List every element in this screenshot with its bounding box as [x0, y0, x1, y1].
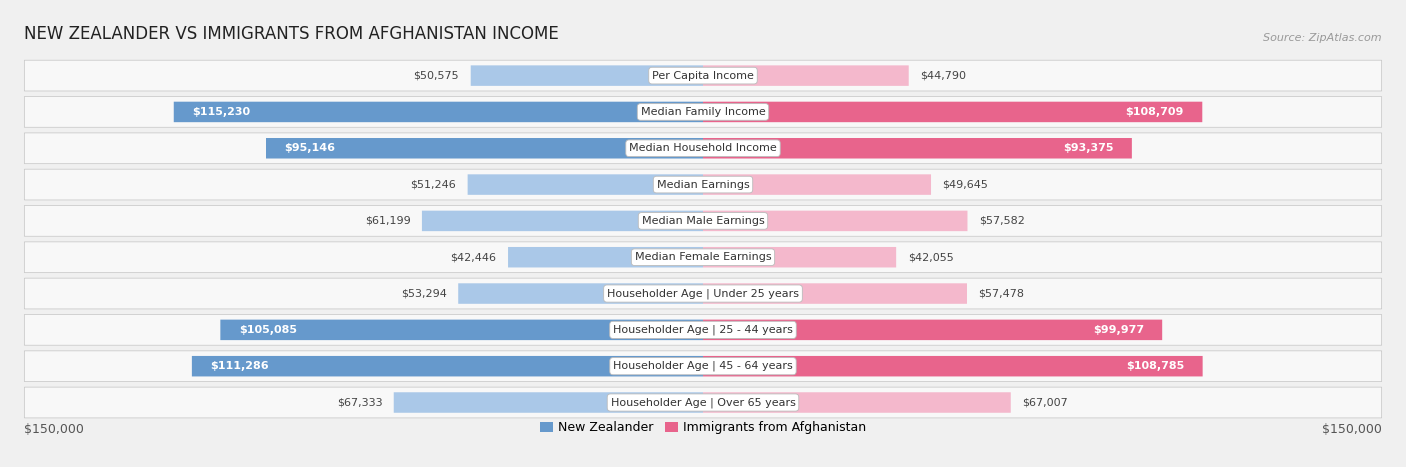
FancyBboxPatch shape — [458, 283, 703, 304]
Text: $57,582: $57,582 — [979, 216, 1025, 226]
FancyBboxPatch shape — [703, 65, 908, 86]
Text: $108,709: $108,709 — [1126, 107, 1184, 117]
Text: $61,199: $61,199 — [364, 216, 411, 226]
FancyBboxPatch shape — [174, 102, 703, 122]
Text: Householder Age | 25 - 44 years: Householder Age | 25 - 44 years — [613, 325, 793, 335]
FancyBboxPatch shape — [703, 283, 967, 304]
FancyBboxPatch shape — [703, 356, 1202, 376]
FancyBboxPatch shape — [471, 65, 703, 86]
Text: NEW ZEALANDER VS IMMIGRANTS FROM AFGHANISTAN INCOME: NEW ZEALANDER VS IMMIGRANTS FROM AFGHANI… — [24, 25, 560, 43]
Text: $53,294: $53,294 — [401, 289, 447, 298]
Text: $51,246: $51,246 — [411, 180, 456, 190]
Text: $111,286: $111,286 — [211, 361, 269, 371]
Text: $105,085: $105,085 — [239, 325, 297, 335]
FancyBboxPatch shape — [24, 387, 1382, 418]
Text: Median Female Earnings: Median Female Earnings — [634, 252, 772, 262]
FancyBboxPatch shape — [703, 211, 967, 231]
Text: $95,146: $95,146 — [284, 143, 336, 153]
FancyBboxPatch shape — [24, 314, 1382, 345]
Text: Householder Age | 45 - 64 years: Householder Age | 45 - 64 years — [613, 361, 793, 371]
FancyBboxPatch shape — [24, 133, 1382, 163]
FancyBboxPatch shape — [24, 242, 1382, 273]
FancyBboxPatch shape — [24, 278, 1382, 309]
Text: $93,375: $93,375 — [1063, 143, 1114, 153]
FancyBboxPatch shape — [24, 97, 1382, 127]
Text: Householder Age | Under 25 years: Householder Age | Under 25 years — [607, 288, 799, 299]
FancyBboxPatch shape — [703, 138, 1132, 158]
Text: $49,645: $49,645 — [942, 180, 988, 190]
Text: $99,977: $99,977 — [1092, 325, 1144, 335]
Text: Median Male Earnings: Median Male Earnings — [641, 216, 765, 226]
Legend: New Zealander, Immigrants from Afghanistan: New Zealander, Immigrants from Afghanist… — [536, 416, 870, 439]
FancyBboxPatch shape — [422, 211, 703, 231]
Text: $44,790: $44,790 — [920, 71, 966, 81]
Text: Median Household Income: Median Household Income — [628, 143, 778, 153]
FancyBboxPatch shape — [703, 102, 1202, 122]
Text: Median Family Income: Median Family Income — [641, 107, 765, 117]
Text: Householder Age | Over 65 years: Householder Age | Over 65 years — [610, 397, 796, 408]
Text: Median Earnings: Median Earnings — [657, 180, 749, 190]
Text: Source: ZipAtlas.com: Source: ZipAtlas.com — [1263, 33, 1382, 43]
Text: $115,230: $115,230 — [193, 107, 250, 117]
FancyBboxPatch shape — [508, 247, 703, 268]
Text: Per Capita Income: Per Capita Income — [652, 71, 754, 81]
FancyBboxPatch shape — [24, 205, 1382, 236]
Text: $67,007: $67,007 — [1022, 397, 1069, 408]
FancyBboxPatch shape — [394, 392, 703, 413]
Text: $50,575: $50,575 — [413, 71, 460, 81]
FancyBboxPatch shape — [703, 392, 1011, 413]
FancyBboxPatch shape — [191, 356, 703, 376]
FancyBboxPatch shape — [703, 247, 896, 268]
FancyBboxPatch shape — [468, 174, 703, 195]
FancyBboxPatch shape — [24, 60, 1382, 91]
FancyBboxPatch shape — [24, 169, 1382, 200]
FancyBboxPatch shape — [266, 138, 703, 158]
Text: $150,000: $150,000 — [24, 423, 84, 436]
FancyBboxPatch shape — [703, 174, 931, 195]
Text: $42,446: $42,446 — [450, 252, 496, 262]
Text: $108,785: $108,785 — [1126, 361, 1184, 371]
Text: $42,055: $42,055 — [908, 252, 953, 262]
Text: $67,333: $67,333 — [336, 397, 382, 408]
Text: $57,478: $57,478 — [979, 289, 1025, 298]
FancyBboxPatch shape — [703, 319, 1163, 340]
Text: $150,000: $150,000 — [1322, 423, 1382, 436]
FancyBboxPatch shape — [24, 351, 1382, 382]
FancyBboxPatch shape — [221, 319, 703, 340]
